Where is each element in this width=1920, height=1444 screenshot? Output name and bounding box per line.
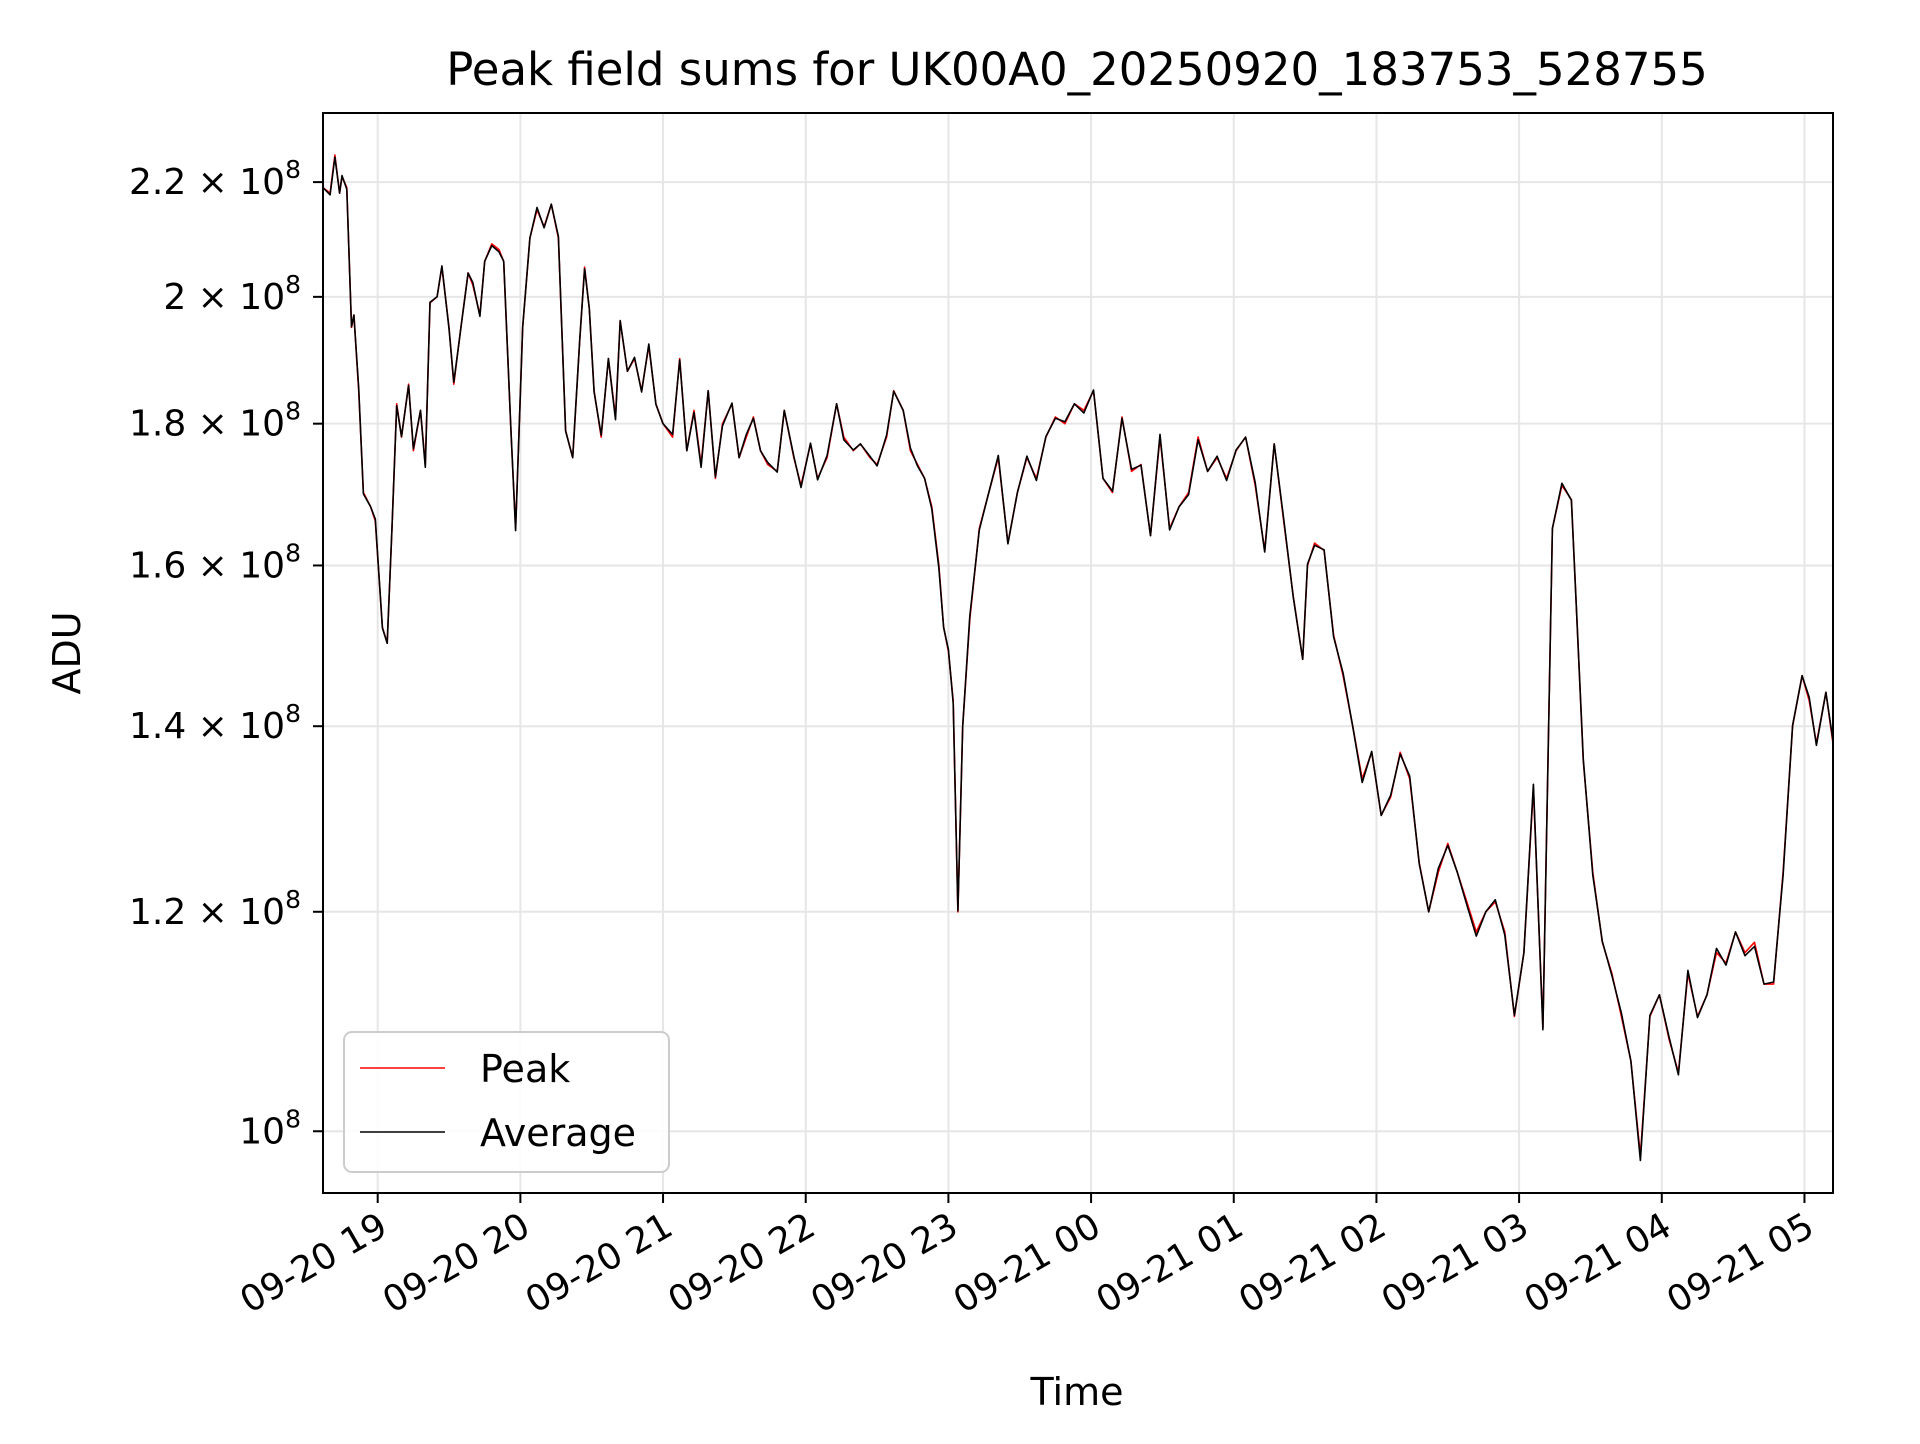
x-axis-label: Time: [1030, 1370, 1124, 1414]
y-tick-label: 1.4 × 108: [129, 699, 301, 747]
y-axis-ticks: 108 1.2 × 108 1.4 × 108 1.6 × 108 1.8 × 108 2…: [129, 155, 323, 1152]
grid-lines: [323, 113, 1833, 1193]
legend: Peak Average: [343, 1031, 670, 1173]
series-line-average: [322, 156, 1834, 1162]
y-tick-label: 1.6 × 108: [129, 538, 301, 586]
legend-box: [343, 1031, 670, 1173]
y-tick-label: 1.8 × 108: [129, 397, 301, 445]
y-tick-label: 108: [239, 1104, 301, 1152]
y-tick-label: 2 × 108: [163, 270, 301, 318]
y-axis-label: ADU: [45, 611, 89, 694]
y-tick-label: 1.2 × 108: [129, 885, 301, 933]
series-lines: [322, 154, 1834, 1162]
plot-frame: [322, 112, 1834, 1194]
chart-title: Peak field sums for UK00A0_20250920_1837…: [446, 43, 1708, 96]
y-tick-label: 2.2 × 108: [129, 155, 301, 203]
legend-average-label: Average: [480, 1111, 636, 1155]
legend-peak-label: Peak: [480, 1047, 570, 1091]
